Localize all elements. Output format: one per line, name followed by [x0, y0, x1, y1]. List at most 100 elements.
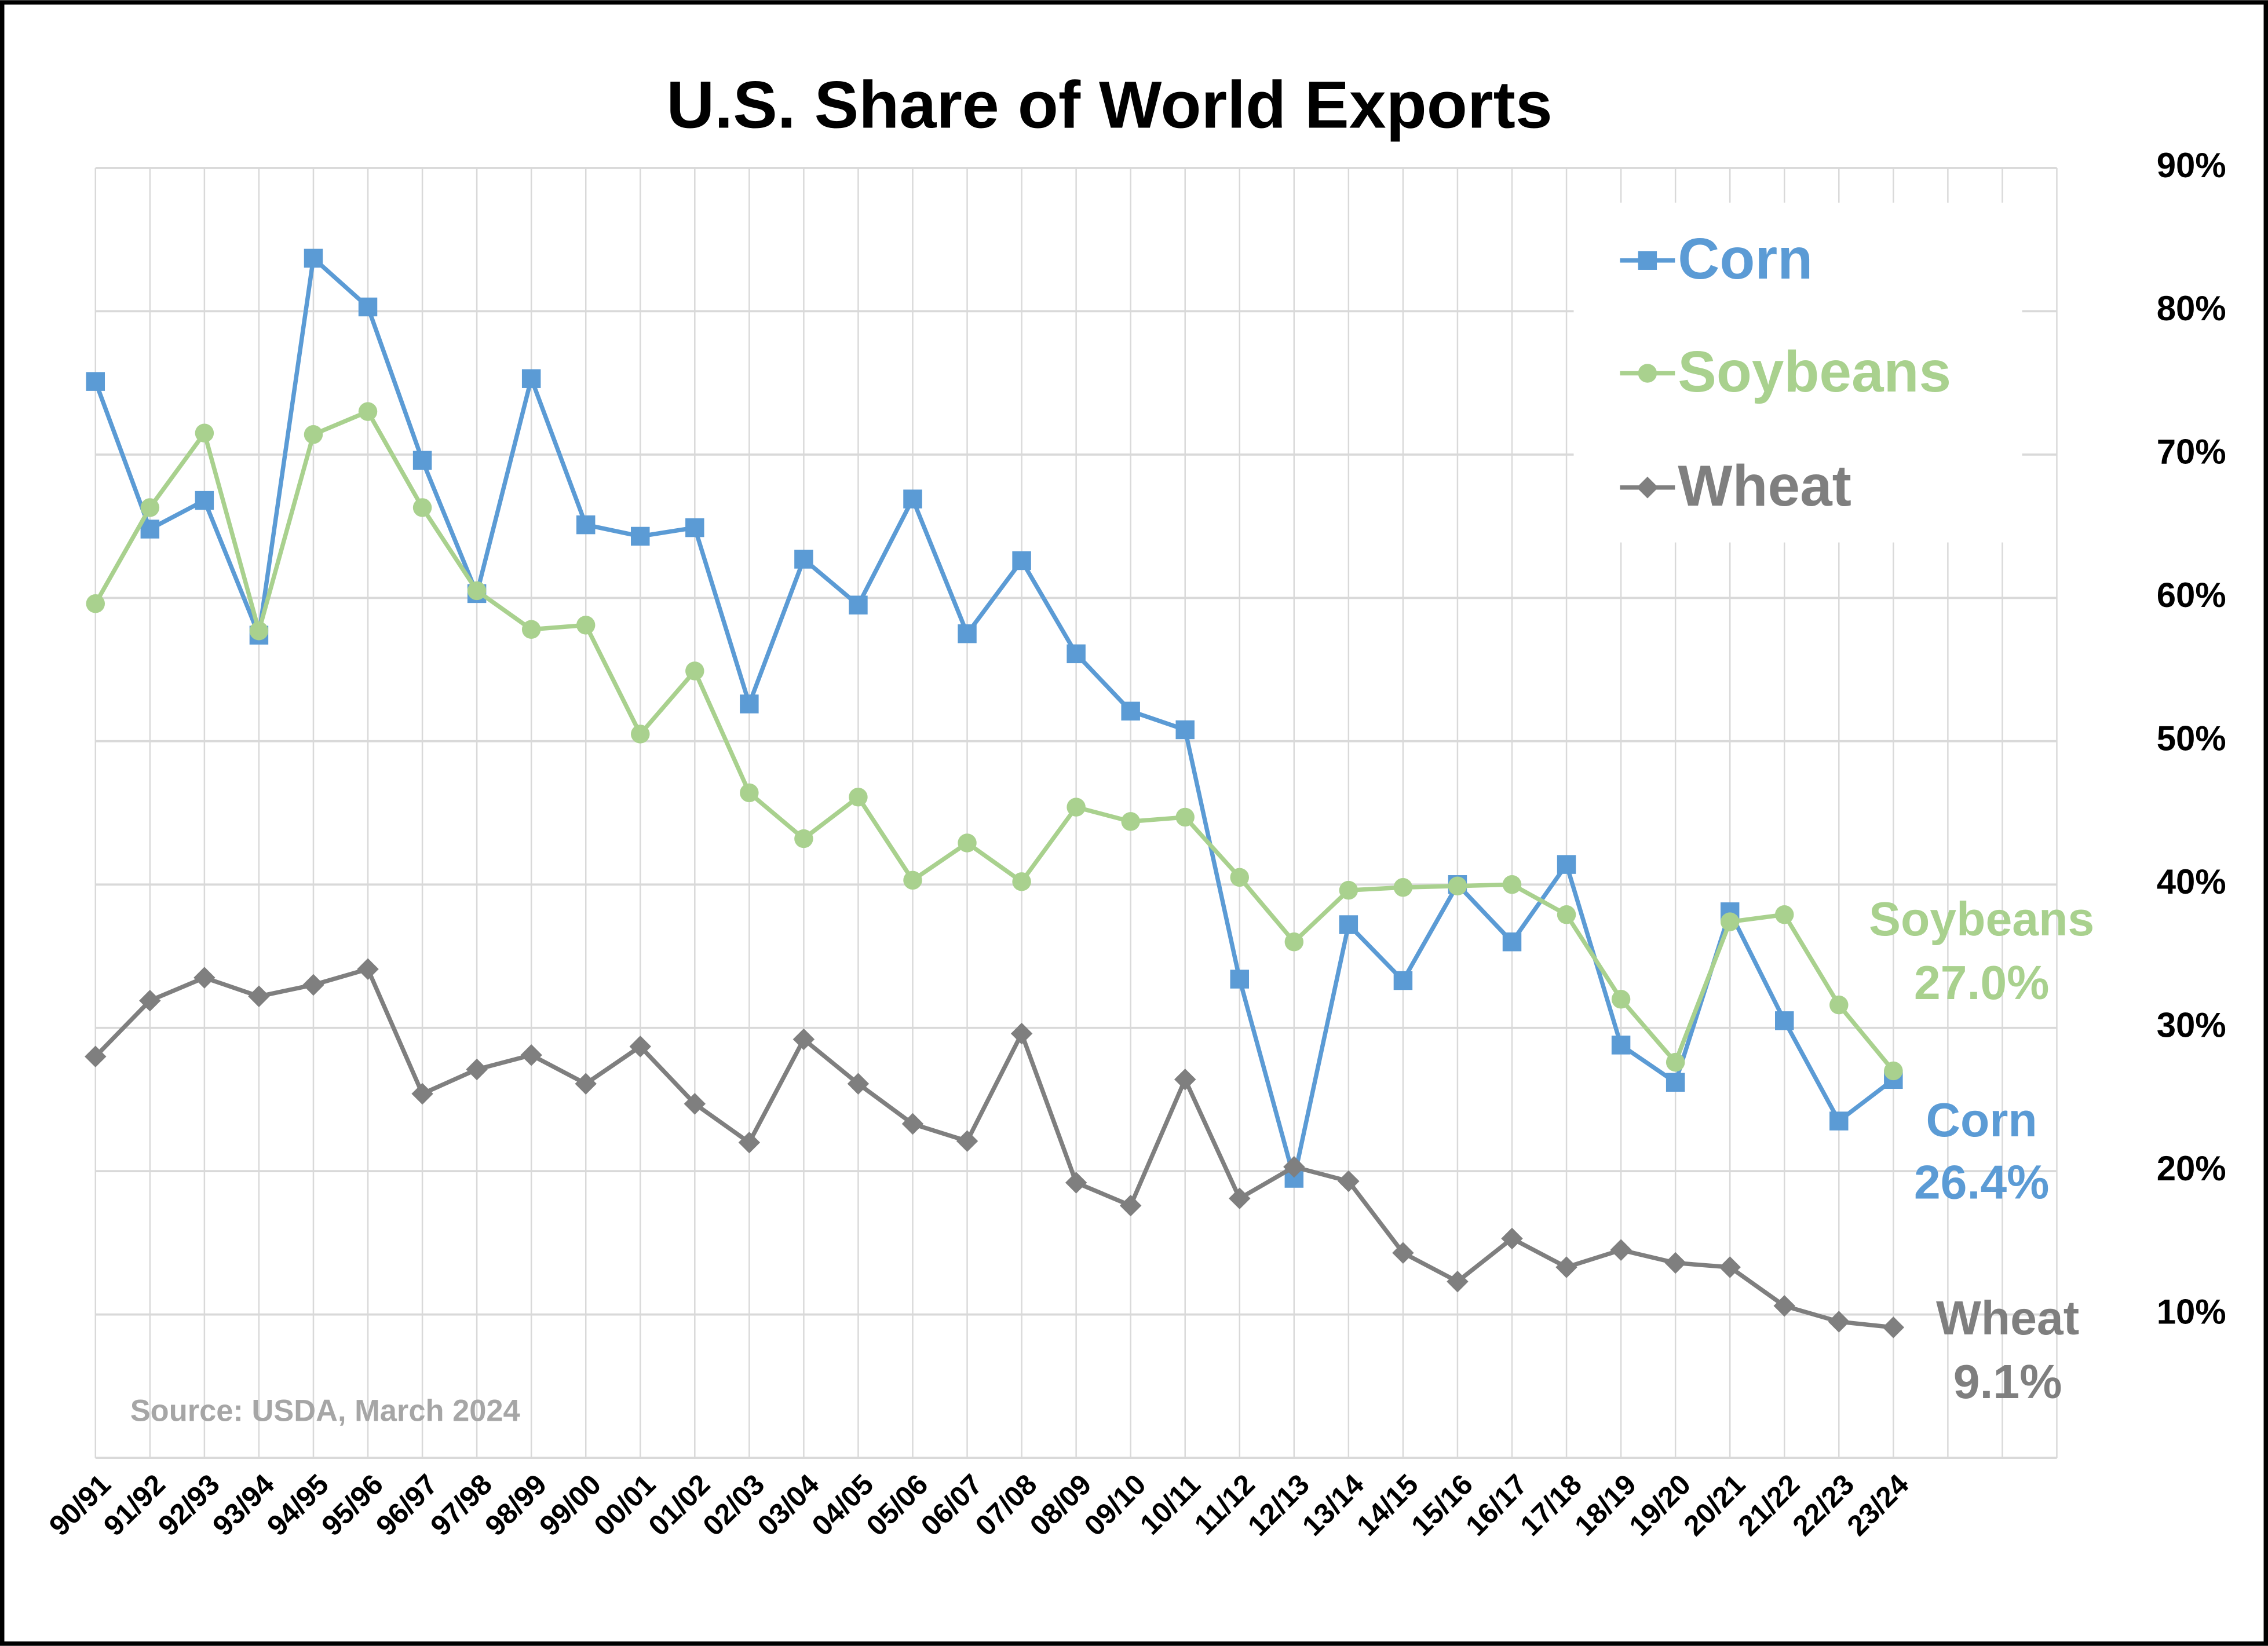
marker	[1502, 932, 1522, 952]
marker	[521, 620, 541, 639]
marker	[86, 594, 105, 613]
marker	[1829, 995, 1849, 1015]
marker	[629, 1036, 651, 1058]
marker	[1121, 812, 1140, 831]
marker	[1611, 989, 1631, 1009]
marker	[1065, 1172, 1087, 1194]
marker	[358, 402, 378, 421]
end-label-name: Soybeans	[1869, 893, 2094, 946]
source-note: Source: USDA, March 2024	[130, 1395, 520, 1428]
y-tick-label: 90%	[2157, 146, 2226, 185]
marker	[847, 1073, 870, 1095]
marker	[248, 985, 270, 1007]
marker	[1773, 1295, 1795, 1317]
y-tick-label: 10%	[2157, 1292, 2226, 1331]
marker	[903, 489, 922, 509]
marker	[1339, 915, 1358, 934]
series-line	[94, 967, 1894, 1330]
marker	[467, 581, 487, 601]
marker	[412, 498, 432, 517]
marker	[1775, 905, 1794, 924]
marker	[1829, 1111, 1849, 1131]
marker	[521, 369, 541, 388]
marker	[1719, 1256, 1741, 1278]
marker	[1230, 868, 1249, 887]
marker	[1393, 971, 1413, 990]
marker	[1010, 1022, 1033, 1045]
data-label: 9.1%	[1953, 1355, 2062, 1409]
marker	[358, 297, 378, 317]
marker	[849, 788, 868, 807]
marker	[956, 1130, 978, 1152]
y-tick-label: 20%	[2157, 1149, 2226, 1188]
marker	[1555, 1256, 1577, 1278]
marker	[520, 1044, 542, 1066]
y-tick-label: 40%	[2157, 862, 2226, 901]
legend-label: Soybeans	[1678, 340, 1951, 404]
y-tick-label: 80%	[2157, 289, 2226, 328]
marker	[1557, 905, 1576, 924]
marker	[304, 425, 323, 444]
marker	[1611, 1036, 1631, 1055]
legend-marker	[1638, 251, 1657, 270]
marker	[1175, 807, 1195, 827]
end-label-name: Corn	[1926, 1093, 2037, 1147]
marker	[1067, 798, 1086, 817]
marker	[1121, 701, 1140, 721]
marker	[849, 595, 868, 614]
marker	[1775, 1011, 1794, 1030]
marker	[302, 974, 324, 996]
marker	[576, 515, 596, 535]
marker	[1666, 1073, 1685, 1092]
marker	[684, 1093, 706, 1115]
marker	[1012, 872, 1031, 891]
legend-marker	[1637, 477, 1659, 499]
legend-marker	[1638, 364, 1657, 383]
marker	[1067, 644, 1086, 664]
marker	[1283, 1156, 1305, 1178]
y-tick-label: 30%	[2157, 1006, 2226, 1045]
marker	[1720, 912, 1740, 931]
marker	[193, 967, 216, 989]
marker	[958, 624, 977, 643]
marker	[1448, 876, 1467, 895]
marker	[958, 833, 977, 853]
legend-label: Corn	[1678, 227, 1813, 291]
marker	[1557, 855, 1576, 874]
marker	[412, 451, 432, 470]
y-tick-label: 60%	[2157, 576, 2226, 614]
series-lines	[85, 248, 1905, 1338]
marker	[86, 372, 105, 391]
marker	[1392, 1242, 1414, 1264]
marker	[794, 550, 813, 569]
marker	[1828, 1311, 1850, 1333]
marker	[685, 518, 704, 537]
marker	[685, 661, 704, 681]
series-line	[93, 409, 1896, 1073]
marker	[85, 1045, 107, 1067]
marker	[792, 1028, 815, 1051]
data-label: 27.0%	[1914, 956, 2050, 1009]
marker	[1884, 1061, 1903, 1081]
marker	[304, 248, 323, 268]
marker	[901, 1113, 924, 1135]
marker	[631, 725, 650, 744]
marker	[195, 423, 214, 442]
marker	[1882, 1316, 1905, 1338]
marker	[1664, 1252, 1686, 1274]
marker	[195, 491, 214, 510]
marker	[1501, 1227, 1523, 1250]
marker	[576, 616, 596, 635]
marker	[1012, 551, 1031, 570]
marker	[1339, 880, 1358, 900]
marker	[1393, 877, 1413, 897]
marker	[140, 498, 160, 517]
legend-label: Wheat	[1678, 454, 1851, 518]
marker	[740, 694, 759, 714]
end-label-name: Wheat	[1936, 1292, 2079, 1345]
marker	[466, 1058, 488, 1081]
y-tick-label: 50%	[2157, 719, 2226, 758]
marker	[575, 1073, 597, 1095]
